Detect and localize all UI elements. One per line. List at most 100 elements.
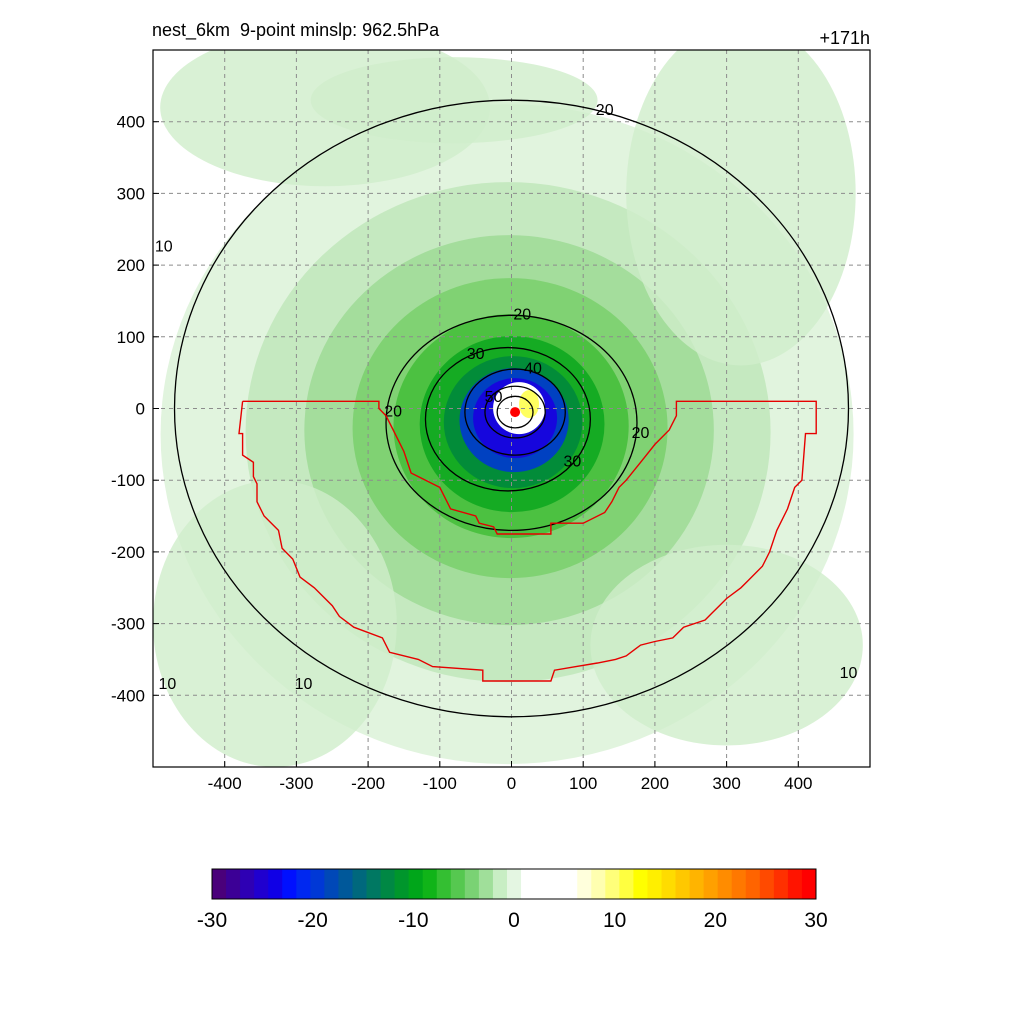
y-tick-label: 100 bbox=[117, 328, 145, 347]
storm-center-layer bbox=[510, 407, 521, 418]
y-tick-label: -300 bbox=[111, 615, 145, 634]
y-tick-label: 300 bbox=[117, 184, 145, 203]
colorbar-tick-label: -20 bbox=[297, 909, 327, 932]
x-tick-label: -300 bbox=[279, 774, 313, 793]
colorbar-swatch bbox=[212, 869, 227, 899]
contour-label: 20 bbox=[596, 102, 614, 119]
colorbar-swatch bbox=[240, 869, 255, 899]
colorbar-swatch bbox=[464, 869, 480, 899]
y-tick-label: 0 bbox=[136, 400, 145, 419]
colorbar-swatch bbox=[310, 869, 325, 899]
colorbar-swatch bbox=[619, 869, 634, 899]
colorbar-swatch bbox=[577, 869, 592, 899]
red-outline-layer bbox=[238, 400, 817, 682]
colorbar-swatch bbox=[535, 869, 550, 899]
colorbar-swatch bbox=[506, 869, 522, 899]
colorbar-tick-label: -30 bbox=[197, 909, 227, 932]
colorbar-tick-label: 20 bbox=[704, 909, 727, 932]
colorbar-swatch bbox=[801, 869, 817, 899]
contour-label: 10 bbox=[158, 676, 176, 693]
x-tick-label: -200 bbox=[351, 774, 385, 793]
colorbar-swatch bbox=[436, 869, 452, 899]
contour-label: 20 bbox=[632, 425, 650, 442]
colorbar-swatch bbox=[703, 869, 719, 899]
y-tick-label: -100 bbox=[111, 471, 145, 490]
colorbar-tick-label: 30 bbox=[804, 909, 827, 932]
colorbar-swatch bbox=[717, 869, 733, 899]
contour-line bbox=[496, 395, 534, 429]
colorbar-swatch bbox=[731, 869, 747, 899]
y-tick-label: -400 bbox=[111, 686, 145, 705]
colorbar-swatch bbox=[352, 869, 368, 899]
contour-label: 10 bbox=[295, 676, 313, 693]
x-tick-label: -100 bbox=[423, 774, 457, 793]
colorbar-swatch bbox=[478, 869, 494, 899]
contour-label: 10 bbox=[155, 238, 173, 255]
colorbar-swatch bbox=[633, 869, 648, 899]
colorbar-swatch bbox=[492, 869, 508, 899]
colorbar-swatch bbox=[450, 869, 466, 899]
plot-title: nest_6km 9-point minslp: 962.5hPa bbox=[152, 20, 440, 40]
colorbar-swatch bbox=[689, 869, 705, 899]
colorbar-swatch bbox=[366, 869, 382, 899]
x-tick-label: 300 bbox=[712, 774, 740, 793]
contour-label: 40 bbox=[524, 360, 542, 377]
contour-label: 30 bbox=[467, 346, 485, 363]
axis-ticks: -400 -300 -200 -100 0 100 200 300 400-400-300-20… bbox=[111, 113, 813, 793]
colorbar-swatch bbox=[226, 869, 241, 899]
colorbar-swatch bbox=[254, 869, 269, 899]
y-tick-label: 400 bbox=[117, 113, 145, 132]
colorbar-swatch bbox=[745, 869, 761, 899]
rain-band bbox=[626, 50, 856, 366]
contour-line bbox=[484, 385, 546, 439]
contour-label: 20 bbox=[513, 307, 531, 324]
colorbar-tick-label: 0 bbox=[508, 909, 520, 932]
y-tick-label: -200 bbox=[111, 543, 145, 562]
forecast-hour-label: +171h bbox=[819, 28, 870, 48]
colorbar-swatch bbox=[787, 869, 803, 899]
storm-center-marker bbox=[510, 407, 521, 418]
contour-label: 20 bbox=[384, 403, 402, 420]
rain-band bbox=[310, 57, 598, 144]
red-outline bbox=[238, 400, 817, 682]
shading-layer bbox=[153, 50, 863, 767]
contour-label: 10 bbox=[840, 665, 858, 682]
contour-label: 50 bbox=[485, 389, 503, 406]
colorbar-swatch bbox=[661, 869, 677, 899]
colorbar-swatch bbox=[296, 869, 311, 899]
colorbar-swatch bbox=[773, 869, 789, 899]
contour-line bbox=[424, 346, 592, 492]
colorbar-swatch bbox=[394, 869, 410, 899]
colorbar-swatch bbox=[380, 869, 396, 899]
x-tick-label: -400 bbox=[208, 774, 242, 793]
y-tick-label: 200 bbox=[117, 256, 145, 275]
colorbar-swatch bbox=[408, 869, 424, 899]
x-tick-label: 0 bbox=[507, 774, 516, 793]
contour-line bbox=[464, 368, 566, 456]
contour-line bbox=[385, 314, 638, 532]
colorbar-swatch bbox=[675, 869, 691, 899]
colorbar-swatch bbox=[422, 869, 438, 899]
colorbar-swatch bbox=[591, 869, 606, 899]
colorbar-swatch bbox=[282, 869, 297, 899]
eye-positive-region bbox=[519, 390, 540, 419]
contour-layer: 10 20 20 30 40 50 20 20 30 10 10 10 bbox=[155, 99, 858, 718]
colorbar-tick-label: 10 bbox=[603, 909, 626, 932]
colorbar-swatch bbox=[268, 869, 283, 899]
contour-label: 30 bbox=[564, 453, 582, 470]
colorbar-swatch bbox=[338, 869, 353, 899]
colorbar-swatch bbox=[759, 869, 775, 899]
x-tick-label: 400 bbox=[784, 774, 812, 793]
colorbar-frame bbox=[211, 868, 817, 900]
colorbar-swatch bbox=[647, 869, 662, 899]
colorbar-tick-label: -10 bbox=[398, 909, 428, 932]
colorbar: -30 -20 -10 0 10 20 30 bbox=[197, 868, 828, 932]
colorbar-swatch bbox=[605, 869, 620, 899]
contour-line bbox=[173, 99, 850, 718]
colorbar-swatch bbox=[324, 869, 339, 899]
colorbar-swatch bbox=[563, 869, 578, 899]
x-tick-label: 100 bbox=[569, 774, 597, 793]
colorbar-swatch bbox=[521, 869, 536, 899]
